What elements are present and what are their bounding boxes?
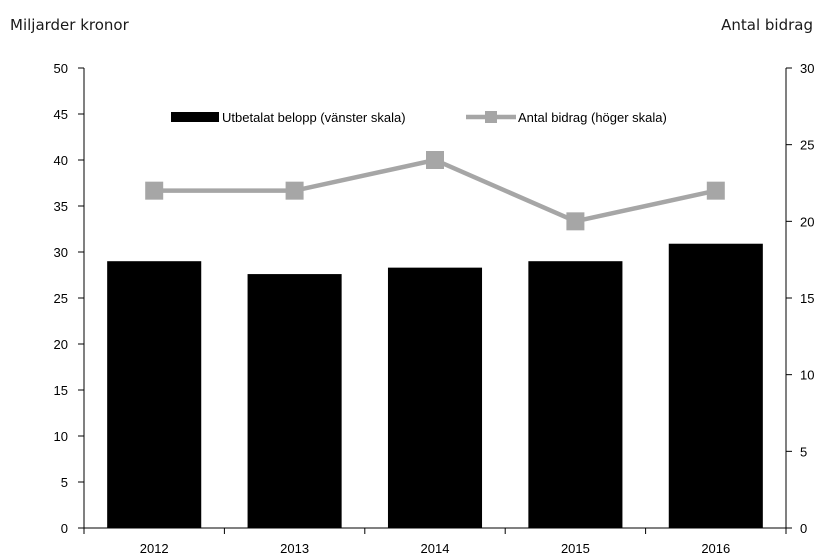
y-tick-label-right: 15 (800, 291, 814, 306)
y-tick-label-left: 0 (61, 521, 68, 536)
y-tick-label-right: 30 (800, 61, 814, 76)
legend-line-marker (485, 111, 497, 123)
y-tick-label-right: 10 (800, 368, 814, 383)
y-tick-label-left: 20 (54, 337, 68, 352)
y-axis-left-title: Miljarder kronor (10, 16, 129, 34)
line-point (285, 181, 304, 200)
y-tick-label-left: 50 (54, 61, 68, 76)
bar (247, 274, 342, 528)
y-tick-label-left: 15 (54, 383, 68, 398)
y-tick-label-left: 35 (54, 199, 68, 214)
x-tick-label: 2016 (701, 541, 730, 556)
x-tick-label: 2013 (280, 541, 309, 556)
y-tick-label-left: 45 (54, 107, 68, 122)
y-tick-label-left: 30 (54, 245, 68, 260)
bar (528, 261, 623, 528)
y-tick-label-left: 25 (54, 291, 68, 306)
y-tick-label-left: 10 (54, 429, 68, 444)
bar (107, 261, 202, 528)
y-tick-label-right: 5 (800, 444, 807, 459)
y-tick-label-left: 40 (54, 153, 68, 168)
y-tick-label-right: 0 (800, 521, 807, 536)
x-tick-label: 2015 (561, 541, 590, 556)
y-axis-right-title: Antal bidrag (721, 16, 813, 34)
y-tick-label-right: 20 (800, 214, 814, 229)
legend-line-label: Antal bidrag (höger skala) (518, 110, 667, 125)
axes: 0 5 10 15 20 25 30 35 40 45 50 0 5 10 15 20 25 30 2012 2013… (54, 61, 815, 556)
line-point (566, 212, 585, 231)
x-tick-label: 2012 (140, 541, 169, 556)
bar (668, 243, 763, 528)
x-tick-label: 2014 (421, 541, 450, 556)
line-point (145, 181, 164, 200)
legend-bar-label: Utbetalat belopp (vänster skala) (222, 110, 406, 125)
legend: Utbetalat belopp (vänster skala) Antal bi… (171, 110, 667, 125)
bar-series (107, 243, 763, 528)
y-tick-label-right: 25 (800, 138, 814, 153)
series-line (154, 157, 717, 224)
bar (387, 267, 483, 528)
legend-bar-swatch (171, 112, 219, 122)
line-point (706, 181, 725, 200)
line-point (426, 151, 444, 169)
line-series (145, 151, 725, 231)
y-tick-label-left: 5 (61, 475, 68, 490)
